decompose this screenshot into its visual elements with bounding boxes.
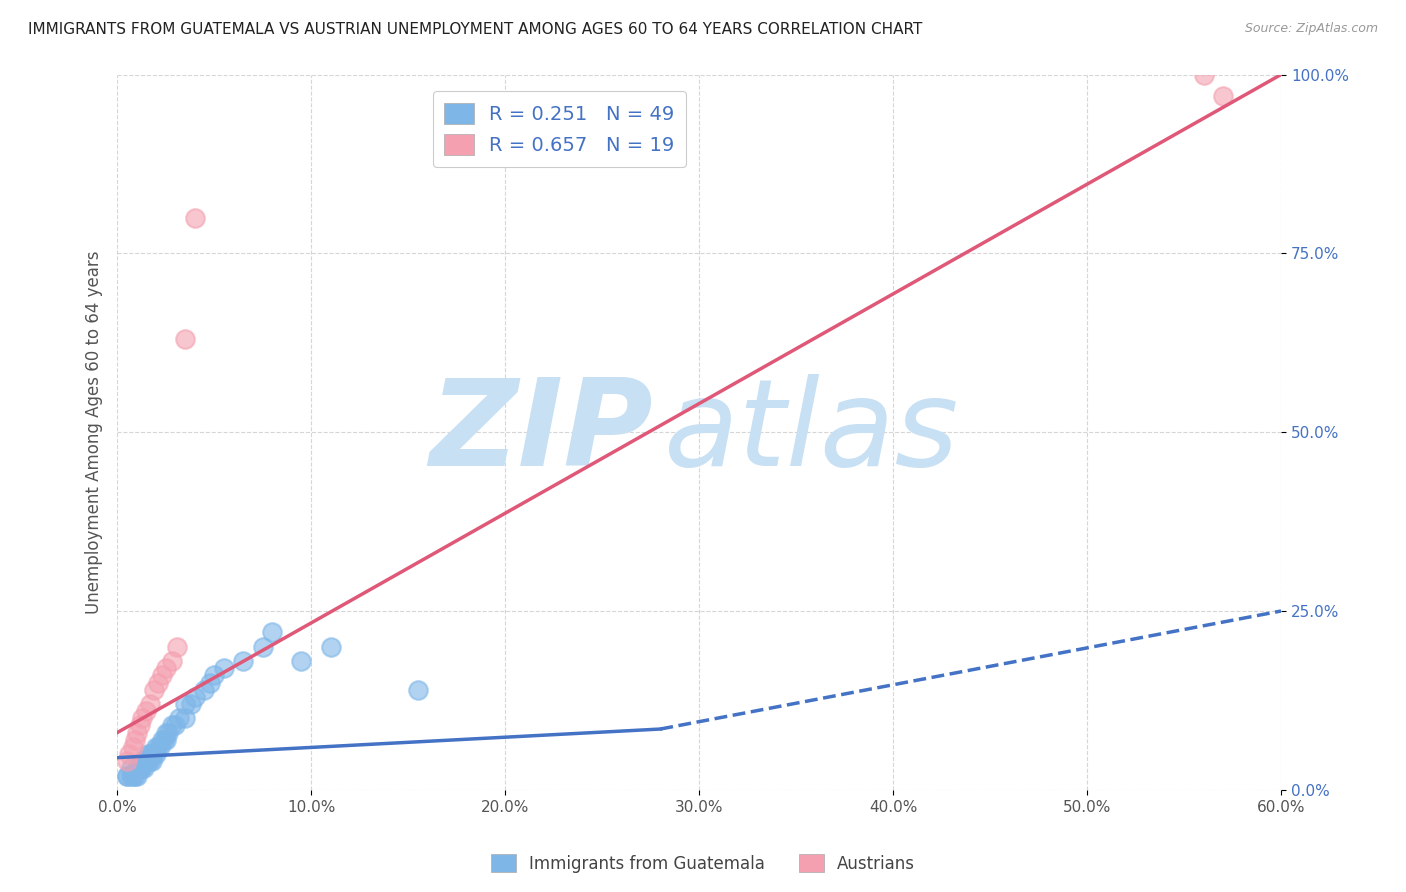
Point (135, 754, 157, 768)
Point (139, 747, 162, 761)
Point (121, 768, 143, 782)
Point (145, 747, 167, 761)
Point (149, 739, 172, 754)
Point (156, 725, 179, 739)
Point (1192, 68, 1215, 82)
Text: IMMIGRANTS FROM GUATEMALA VS AUSTRIAN UNEMPLOYMENT AMONG AGES 60 TO 64 YEARS COR: IMMIGRANTS FROM GUATEMALA VS AUSTRIAN UN… (28, 22, 922, 37)
Legend: Immigrants from Guatemala, Austrians: Immigrants from Guatemala, Austrians (485, 847, 921, 880)
Point (160, 654, 183, 668)
Point (135, 754, 157, 768)
Point (129, 761, 152, 775)
Point (167, 711, 190, 725)
Point (125, 761, 148, 775)
Point (152, 732, 174, 747)
Point (166, 640, 188, 654)
Point (319, 640, 342, 654)
Point (139, 697, 162, 711)
Point (124, 768, 146, 782)
Point (139, 754, 162, 768)
Point (150, 668, 173, 682)
Point (125, 725, 148, 739)
Point (120, 768, 142, 782)
Point (160, 718, 183, 732)
Point (174, 697, 197, 711)
Text: ZIP: ZIP (429, 374, 652, 491)
Point (143, 747, 166, 761)
Point (155, 732, 177, 747)
Point (131, 754, 153, 768)
Point (136, 754, 159, 768)
Point (146, 675, 169, 690)
Point (129, 718, 152, 732)
Point (134, 761, 156, 775)
Point (193, 682, 215, 697)
Point (145, 739, 167, 754)
Point (141, 747, 163, 761)
Point (125, 761, 148, 775)
Point (115, 768, 138, 782)
Point (155, 725, 177, 739)
Point (252, 640, 274, 654)
Point (184, 690, 207, 704)
Point (143, 682, 166, 697)
Point (146, 739, 169, 754)
Point (232, 654, 254, 668)
Point (174, 332, 197, 346)
Point (212, 661, 235, 675)
Point (135, 704, 157, 718)
Point (1212, 89, 1234, 103)
Point (155, 661, 177, 675)
Point (115, 768, 138, 782)
Point (202, 668, 225, 682)
Point (125, 768, 148, 782)
Point (200, 675, 222, 690)
Point (131, 761, 153, 775)
Point (136, 747, 159, 761)
Point (121, 739, 143, 754)
Point (150, 732, 173, 747)
Text: atlas: atlas (664, 374, 960, 491)
Y-axis label: Unemployment Among Ages 60 to 64 years: Unemployment Among Ages 60 to 64 years (86, 251, 103, 614)
Text: Source: ZipAtlas.com: Source: ZipAtlas.com (1244, 22, 1378, 36)
Point (180, 697, 202, 711)
Point (115, 754, 138, 768)
Point (406, 682, 429, 697)
Point (141, 754, 163, 768)
Legend: R = 0.251   N = 49, R = 0.657   N = 19: R = 0.251 N = 49, R = 0.657 N = 19 (433, 91, 686, 167)
Point (124, 732, 146, 747)
Point (131, 711, 153, 725)
Point (290, 654, 312, 668)
Point (262, 625, 284, 640)
Point (129, 761, 152, 775)
Point (118, 747, 141, 761)
Point (120, 761, 142, 775)
Point (174, 711, 197, 725)
Point (165, 718, 187, 732)
Point (184, 211, 207, 225)
